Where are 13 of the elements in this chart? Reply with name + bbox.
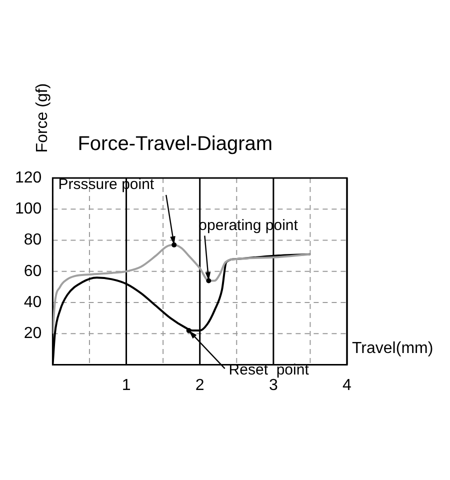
chart-title: Force-Travel-Diagram bbox=[78, 133, 273, 155]
x-tick-label: 1 bbox=[122, 376, 131, 394]
x-axis-title: Travel(mm) bbox=[352, 340, 434, 357]
y-tick-label: 40 bbox=[24, 294, 42, 311]
y-tick-label: 20 bbox=[24, 325, 42, 342]
y-tick-label: 60 bbox=[24, 262, 42, 280]
x-tick-label: 4 bbox=[342, 376, 352, 394]
y-axis-title: Force (gf) bbox=[34, 83, 52, 153]
y-tick-label: 120 bbox=[14, 169, 42, 186]
x-tick-label: 3 bbox=[268, 376, 278, 394]
y-tick-label: 100 bbox=[14, 200, 42, 218]
x-tick-label: 2 bbox=[195, 376, 204, 394]
y-tick-label: 80 bbox=[24, 232, 42, 249]
